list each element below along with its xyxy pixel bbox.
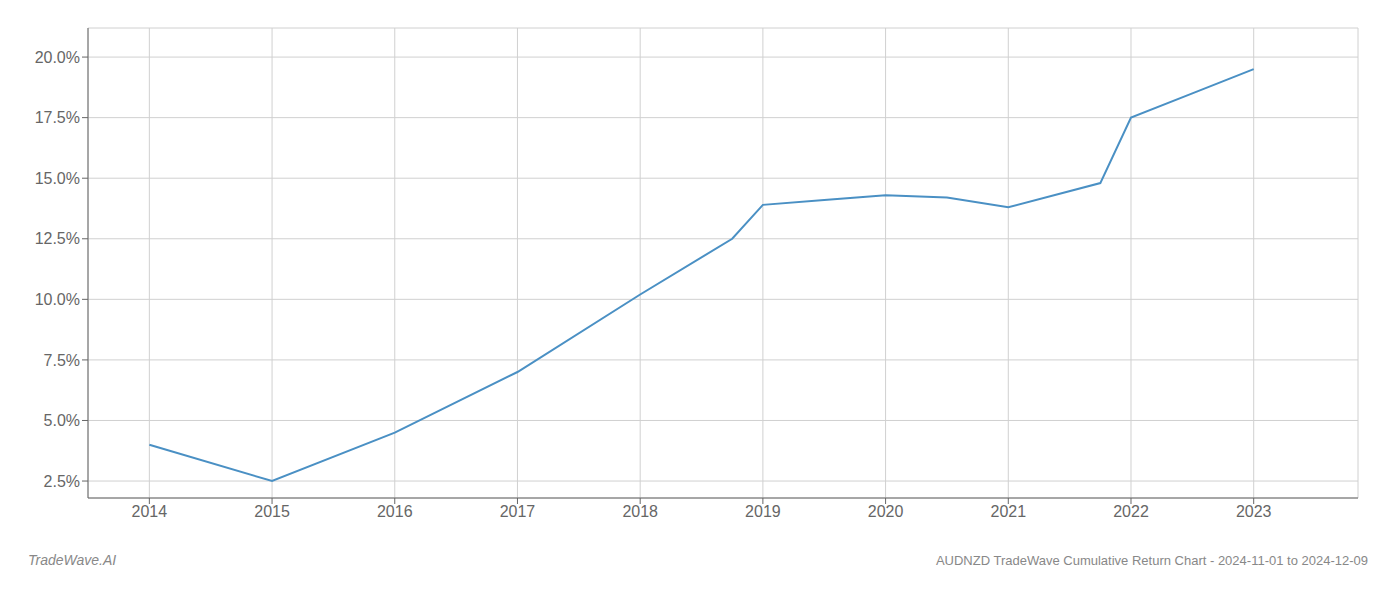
svg-text:17.5%: 17.5% — [35, 109, 80, 126]
svg-text:2020: 2020 — [868, 503, 904, 520]
svg-text:5.0%: 5.0% — [44, 412, 80, 429]
svg-text:2015: 2015 — [254, 503, 290, 520]
html-text:AUDNZD TradeWave Cumulative Re: AUDNZD TradeWave Cumulative Return Chart… — [935, 553, 1368, 568]
svg-text:2016: 2016 — [377, 503, 413, 520]
html-text:TradeWave.AI: TradeWave.AI — [28, 552, 117, 568]
svg-text:7.5%: 7.5% — [44, 352, 80, 369]
svg-text:20.0%: 20.0% — [35, 49, 80, 66]
svg-text:10.0%: 10.0% — [35, 291, 80, 308]
svg-text:15.0%: 15.0% — [35, 170, 80, 187]
svg-text:2021: 2021 — [990, 503, 1026, 520]
svg-text:12.5%: 12.5% — [35, 230, 80, 247]
svg-text:2022: 2022 — [1113, 503, 1149, 520]
svg-text:2.5%: 2.5% — [44, 473, 80, 490]
svg-text:2014: 2014 — [132, 503, 168, 520]
svg-text:2019: 2019 — [745, 503, 781, 520]
svg-text:2018: 2018 — [622, 503, 658, 520]
svg-text:2023: 2023 — [1236, 503, 1272, 520]
svg-text:2017: 2017 — [500, 503, 536, 520]
